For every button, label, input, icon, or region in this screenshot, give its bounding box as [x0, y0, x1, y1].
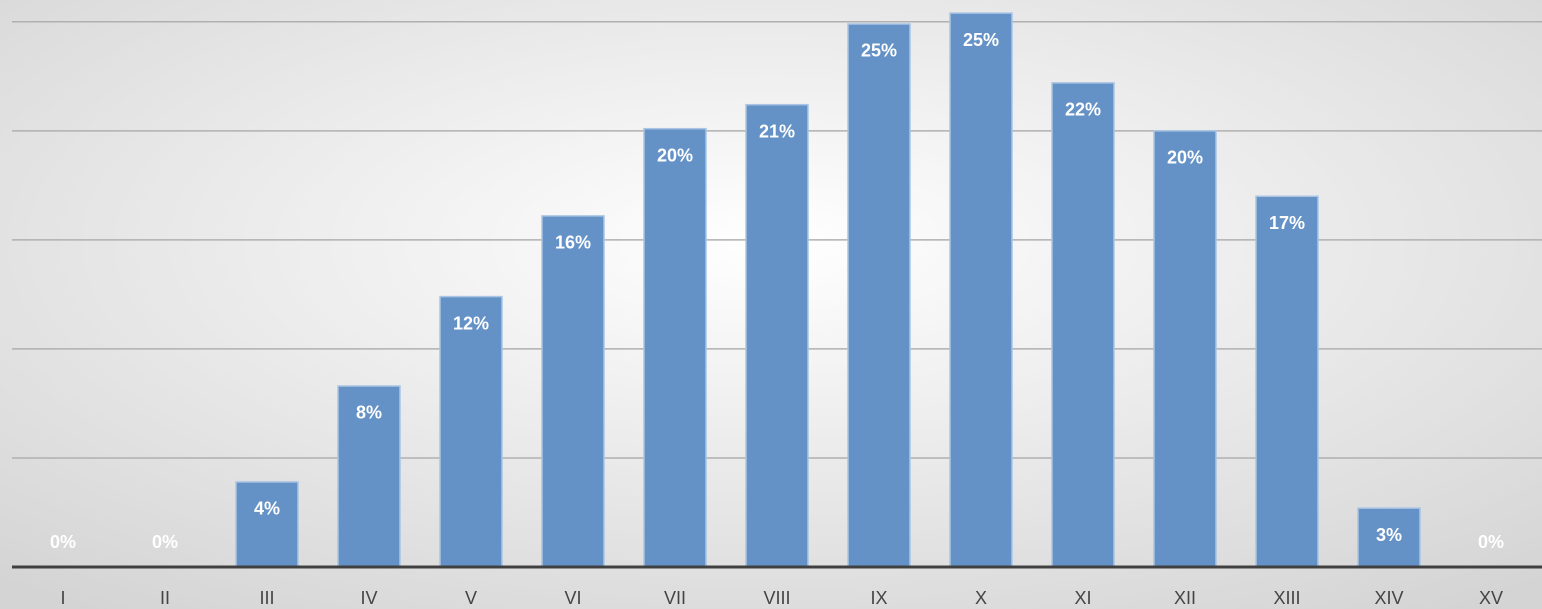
x-tick-label: IX	[870, 588, 887, 608]
x-tick-label: XI	[1074, 588, 1091, 608]
x-tick-label: XIII	[1273, 588, 1300, 608]
bar	[541, 215, 605, 568]
value-label: 12%	[453, 313, 489, 333]
bar	[1051, 82, 1115, 568]
x-tick-label: II	[160, 588, 170, 608]
x-tick-label: VI	[564, 588, 581, 608]
x-tick-label: III	[259, 588, 274, 608]
x-tick-label: XIV	[1374, 588, 1403, 608]
x-tick-label: VII	[664, 588, 686, 608]
x-tick-label: X	[975, 588, 987, 608]
value-label: 22%	[1065, 100, 1101, 120]
bar	[1255, 195, 1319, 568]
value-label: 8%	[356, 403, 382, 423]
value-label: 17%	[1269, 213, 1305, 233]
value-label: 25%	[963, 30, 999, 50]
value-label: 25%	[861, 41, 897, 61]
bar	[949, 12, 1013, 568]
value-label: 21%	[759, 121, 795, 141]
value-label: 0%	[152, 532, 178, 552]
value-label: 16%	[555, 233, 591, 253]
x-tick-label: I	[60, 588, 65, 608]
bar	[745, 103, 809, 568]
x-tick-label: VIII	[763, 588, 790, 608]
bar	[1153, 130, 1217, 568]
value-label: 20%	[657, 145, 693, 165]
bar	[847, 23, 911, 568]
value-label: 4%	[254, 499, 280, 519]
x-tick-label: XV	[1479, 588, 1503, 608]
value-label: 0%	[50, 532, 76, 552]
x-tick-label: IV	[360, 588, 377, 608]
bar	[643, 127, 707, 568]
x-tick-label: V	[465, 588, 477, 608]
value-label: 3%	[1376, 525, 1402, 545]
bar	[235, 481, 299, 568]
x-tick-label: XII	[1174, 588, 1196, 608]
value-label: 0%	[1478, 532, 1504, 552]
bar	[337, 385, 401, 568]
bar	[439, 295, 503, 568]
value-label: 20%	[1167, 148, 1203, 168]
